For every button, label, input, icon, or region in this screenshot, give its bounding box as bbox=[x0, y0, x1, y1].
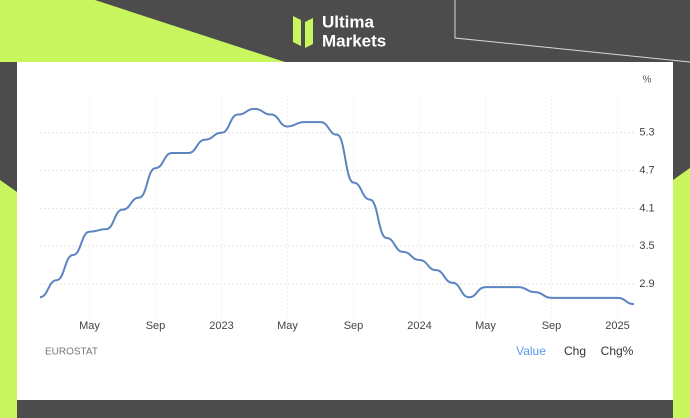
y-tick-label: 3.5 bbox=[639, 240, 654, 252]
accent-shape bbox=[673, 168, 690, 418]
x-tick-label: Sep bbox=[146, 320, 166, 332]
logo-icon bbox=[293, 16, 301, 46]
accent-shape bbox=[0, 0, 285, 62]
decor-line bbox=[454, 0, 690, 63]
x-tick-label: 2025 bbox=[605, 320, 629, 332]
accent-shape bbox=[0, 180, 17, 418]
x-tick-label: 2023 bbox=[209, 320, 233, 332]
tab[interactable]: Chg bbox=[564, 344, 586, 358]
x-tick-label: Sep bbox=[542, 320, 562, 332]
unit-label: % bbox=[643, 75, 652, 86]
y-tick-label: 5.3 bbox=[639, 127, 654, 139]
brand-text: Markets bbox=[322, 31, 386, 50]
y-tick-label: 4.1 bbox=[639, 202, 654, 214]
y-tick-label: 4.7 bbox=[639, 164, 654, 176]
x-tick-label: 2024 bbox=[407, 320, 431, 332]
source: EUROSTAT bbox=[45, 347, 98, 358]
data-line bbox=[39, 107, 635, 306]
y-tick-label: 2.9 bbox=[639, 278, 654, 290]
x-tick-label: May bbox=[475, 320, 496, 332]
brand-text: Ultima bbox=[322, 12, 375, 31]
logo-icon bbox=[305, 18, 313, 48]
tab[interactable]: Chg% bbox=[601, 344, 634, 358]
x-tick-label: May bbox=[79, 320, 100, 332]
chart-panel bbox=[17, 62, 673, 400]
x-tick-label: May bbox=[277, 320, 298, 332]
x-tick-label: Sep bbox=[344, 320, 364, 332]
tab[interactable]: Value bbox=[516, 344, 546, 358]
